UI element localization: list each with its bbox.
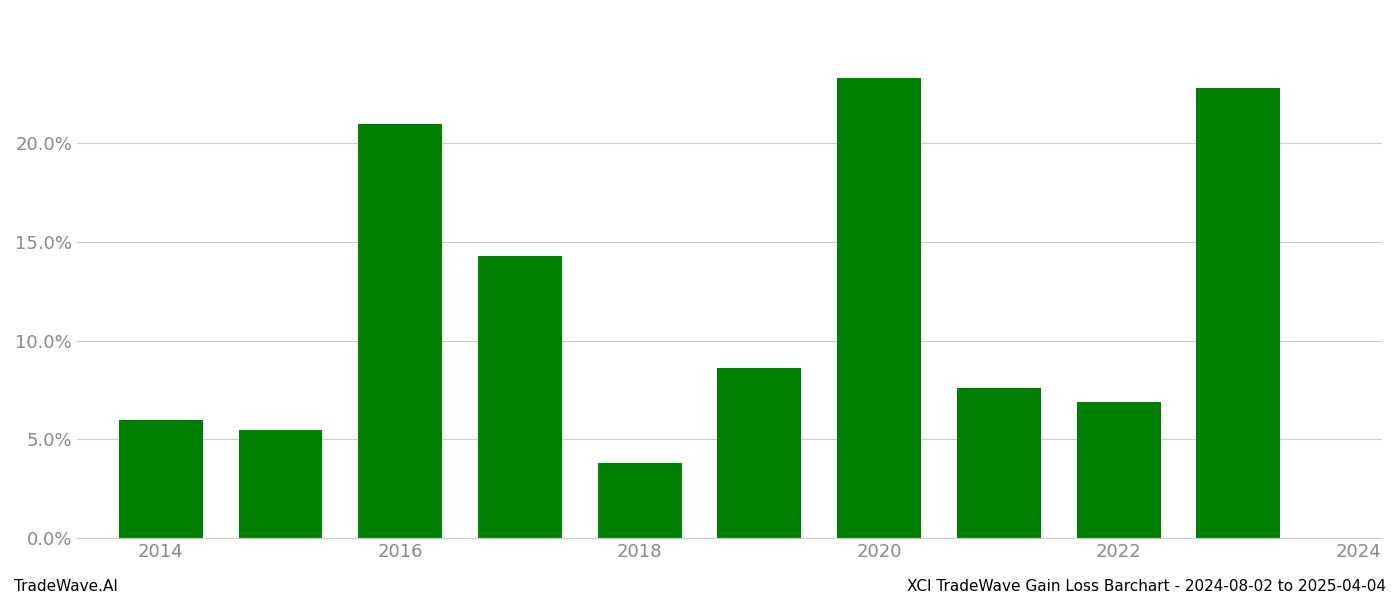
Bar [958,388,1040,538]
Text: XCI TradeWave Gain Loss Barchart - 2024-08-02 to 2025-04-04: XCI TradeWave Gain Loss Barchart - 2024-… [907,579,1386,594]
Bar [358,124,442,538]
Bar [238,430,322,538]
Bar [598,463,682,538]
Text: TradeWave.AI: TradeWave.AI [14,579,118,594]
Bar [837,78,921,538]
Bar [1197,88,1280,538]
Bar [717,368,801,538]
Bar [1077,402,1161,538]
Bar [477,256,561,538]
Bar [119,419,203,538]
